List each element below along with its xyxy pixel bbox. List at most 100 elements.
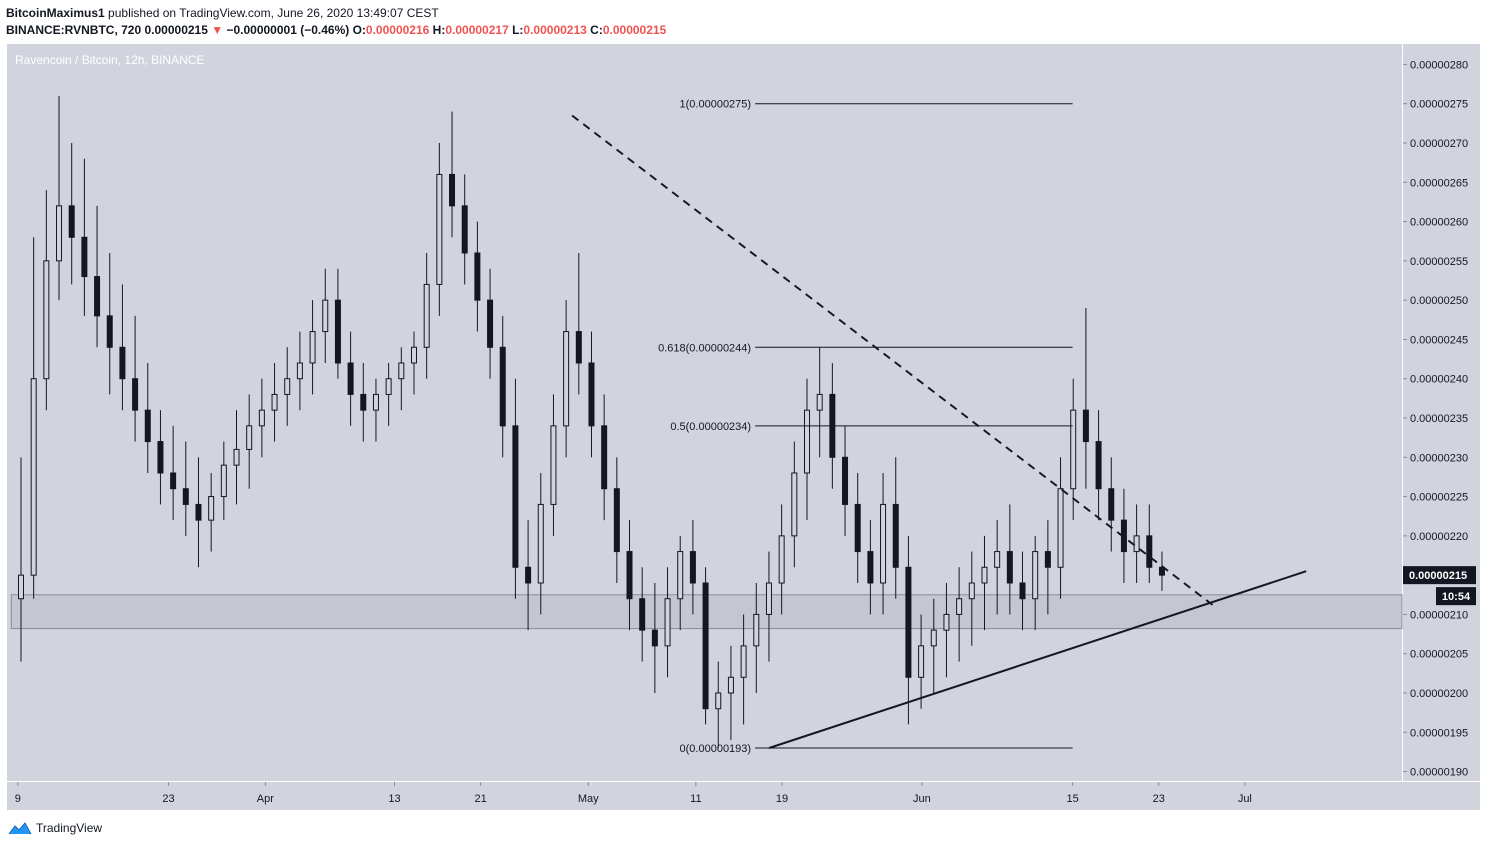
candle-body	[677, 551, 684, 600]
ascending-trendline[interactable]	[768, 570, 1307, 749]
candle[interactable]	[322, 268, 329, 363]
candle[interactable]	[1095, 410, 1102, 521]
candle[interactable]	[1070, 378, 1077, 521]
candle[interactable]	[423, 253, 430, 379]
candle[interactable]	[854, 473, 861, 583]
candle[interactable]	[601, 394, 608, 521]
candle[interactable]	[94, 205, 101, 348]
candle[interactable]	[537, 473, 544, 615]
candle[interactable]	[613, 457, 620, 583]
candle[interactable]	[956, 567, 963, 662]
candle[interactable]	[436, 143, 443, 316]
candle-body	[880, 503, 887, 584]
candle[interactable]	[626, 520, 633, 631]
candle[interactable]	[639, 567, 646, 662]
candle[interactable]	[664, 567, 671, 678]
candle[interactable]	[410, 331, 417, 395]
candle[interactable]	[727, 645, 734, 741]
candle[interactable]	[296, 331, 303, 411]
candle-body	[512, 425, 519, 568]
candle[interactable]	[803, 378, 810, 521]
candle[interactable]	[487, 268, 494, 379]
candle[interactable]	[816, 347, 823, 458]
candle[interactable]	[132, 315, 139, 442]
candle[interactable]	[575, 253, 582, 395]
y-tick-label: 0.00000205	[1410, 649, 1468, 661]
candle[interactable]	[56, 95, 63, 301]
candle[interactable]	[677, 535, 684, 631]
candle[interactable]	[233, 410, 240, 505]
candle[interactable]	[144, 363, 151, 473]
candle[interactable]	[220, 441, 227, 521]
author-name[interactable]: BitcoinMaximus1	[6, 6, 105, 20]
candle[interactable]	[765, 551, 772, 662]
candle[interactable]	[208, 473, 215, 552]
candle[interactable]	[43, 190, 50, 411]
candle[interactable]	[347, 331, 354, 426]
candle[interactable]	[271, 363, 278, 442]
candle[interactable]	[372, 378, 379, 442]
candle-body	[575, 331, 582, 364]
candle[interactable]	[525, 520, 532, 631]
candle[interactable]	[918, 614, 925, 709]
candle[interactable]	[715, 661, 722, 748]
candle[interactable]	[119, 284, 126, 411]
candle[interactable]	[842, 425, 849, 536]
candle[interactable]	[449, 111, 456, 238]
footer-brand[interactable]: TradingView	[8, 821, 102, 835]
candle[interactable]	[309, 300, 316, 395]
candle[interactable]	[1146, 504, 1153, 583]
candle[interactable]	[867, 520, 874, 615]
candle[interactable]	[334, 268, 341, 379]
candle[interactable]	[1044, 520, 1051, 615]
candle[interactable]	[563, 300, 570, 458]
candle[interactable]	[1082, 308, 1089, 489]
candle[interactable]	[360, 363, 367, 442]
candle[interactable]	[385, 363, 392, 426]
candle[interactable]	[740, 614, 747, 725]
candle[interactable]	[994, 520, 1001, 615]
candle[interactable]	[157, 410, 164, 505]
candle[interactable]	[30, 237, 37, 599]
candle[interactable]	[550, 394, 557, 536]
candle[interactable]	[246, 394, 253, 489]
candle[interactable]	[892, 457, 899, 599]
candle[interactable]	[398, 347, 405, 411]
candle[interactable]	[588, 331, 595, 458]
candle[interactable]	[258, 378, 265, 458]
candle[interactable]	[1019, 551, 1026, 631]
candle[interactable]	[753, 583, 760, 693]
candle[interactable]	[905, 535, 912, 725]
candle[interactable]	[512, 378, 519, 599]
candle[interactable]	[68, 143, 75, 285]
candle[interactable]	[195, 457, 202, 568]
candle[interactable]	[499, 315, 506, 458]
candle[interactable]	[880, 473, 887, 615]
candle[interactable]	[1057, 457, 1064, 599]
candle[interactable]	[702, 567, 709, 725]
candle[interactable]	[791, 441, 798, 568]
descending-trendline[interactable]	[571, 114, 1217, 609]
candle[interactable]	[1006, 504, 1013, 615]
candle[interactable]	[651, 583, 658, 693]
candle[interactable]	[689, 520, 696, 615]
candle[interactable]	[943, 583, 950, 678]
candle[interactable]	[170, 425, 177, 521]
candle[interactable]	[17, 457, 24, 662]
candle[interactable]	[284, 347, 291, 426]
candle[interactable]	[474, 221, 481, 332]
candle[interactable]	[461, 174, 468, 285]
candle[interactable]	[981, 535, 988, 631]
candle[interactable]	[1032, 535, 1039, 631]
candle[interactable]	[930, 598, 937, 693]
price-axis[interactable]	[1403, 44, 1480, 781]
candle[interactable]	[968, 551, 975, 646]
candle[interactable]	[1108, 457, 1115, 552]
candle[interactable]	[81, 158, 88, 316]
candle[interactable]	[182, 441, 189, 536]
candle-body	[436, 173, 443, 285]
time-axis[interactable]	[7, 782, 1480, 810]
candle[interactable]	[778, 504, 785, 615]
candle[interactable]	[106, 253, 113, 395]
